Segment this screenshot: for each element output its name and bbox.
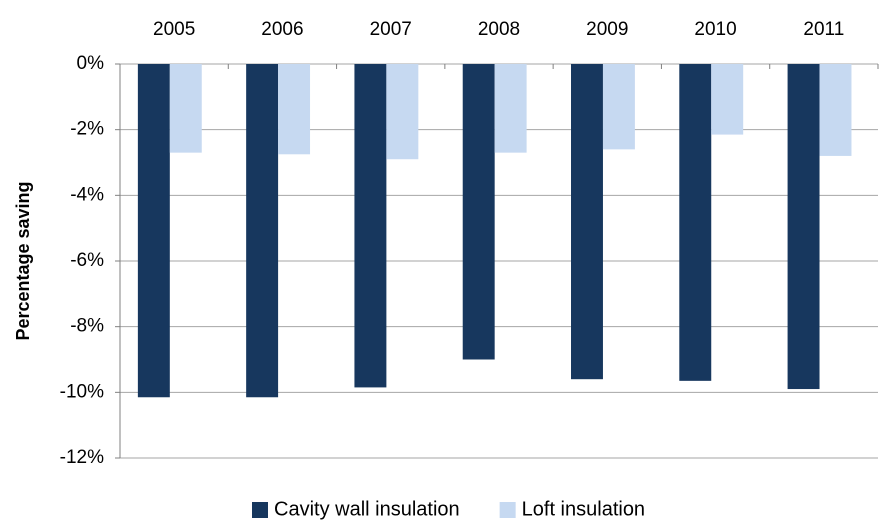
bar [787,64,820,390]
x-tick-label: 2009 [586,19,628,40]
bar [494,64,527,153]
bar [679,64,712,381]
y-tick-label: -10% [60,381,104,402]
bar [354,64,387,388]
y-tick-label: -8% [70,316,104,337]
bar [246,64,279,398]
bar [137,64,170,398]
bar [278,64,311,155]
bar [386,64,419,160]
y-axis-label: Percentage saving [13,181,33,340]
y-tick-label: -2% [70,119,104,140]
x-tick-label: 2007 [370,19,412,40]
legend-swatch [499,502,516,518]
legend-swatch [252,502,268,518]
bar [571,64,603,380]
x-tick-label: 2011 [803,19,844,40]
legend-label: Cavity wall insulation [274,498,460,520]
bar [711,64,744,135]
bar [602,64,635,150]
x-tick-label: 2008 [478,19,520,40]
y-tick-label: -6% [70,250,104,271]
bar [462,64,495,360]
bar [169,64,202,153]
x-tick-label: 2006 [261,19,303,40]
x-tick-label: 2005 [153,19,195,40]
legend-label: Loft insulation [522,498,645,520]
y-tick-label: -12% [60,447,104,468]
y-tick-label: 0% [77,53,105,74]
bar [819,64,852,156]
x-tick-label: 2010 [694,19,736,40]
y-tick-label: -4% [70,184,104,205]
